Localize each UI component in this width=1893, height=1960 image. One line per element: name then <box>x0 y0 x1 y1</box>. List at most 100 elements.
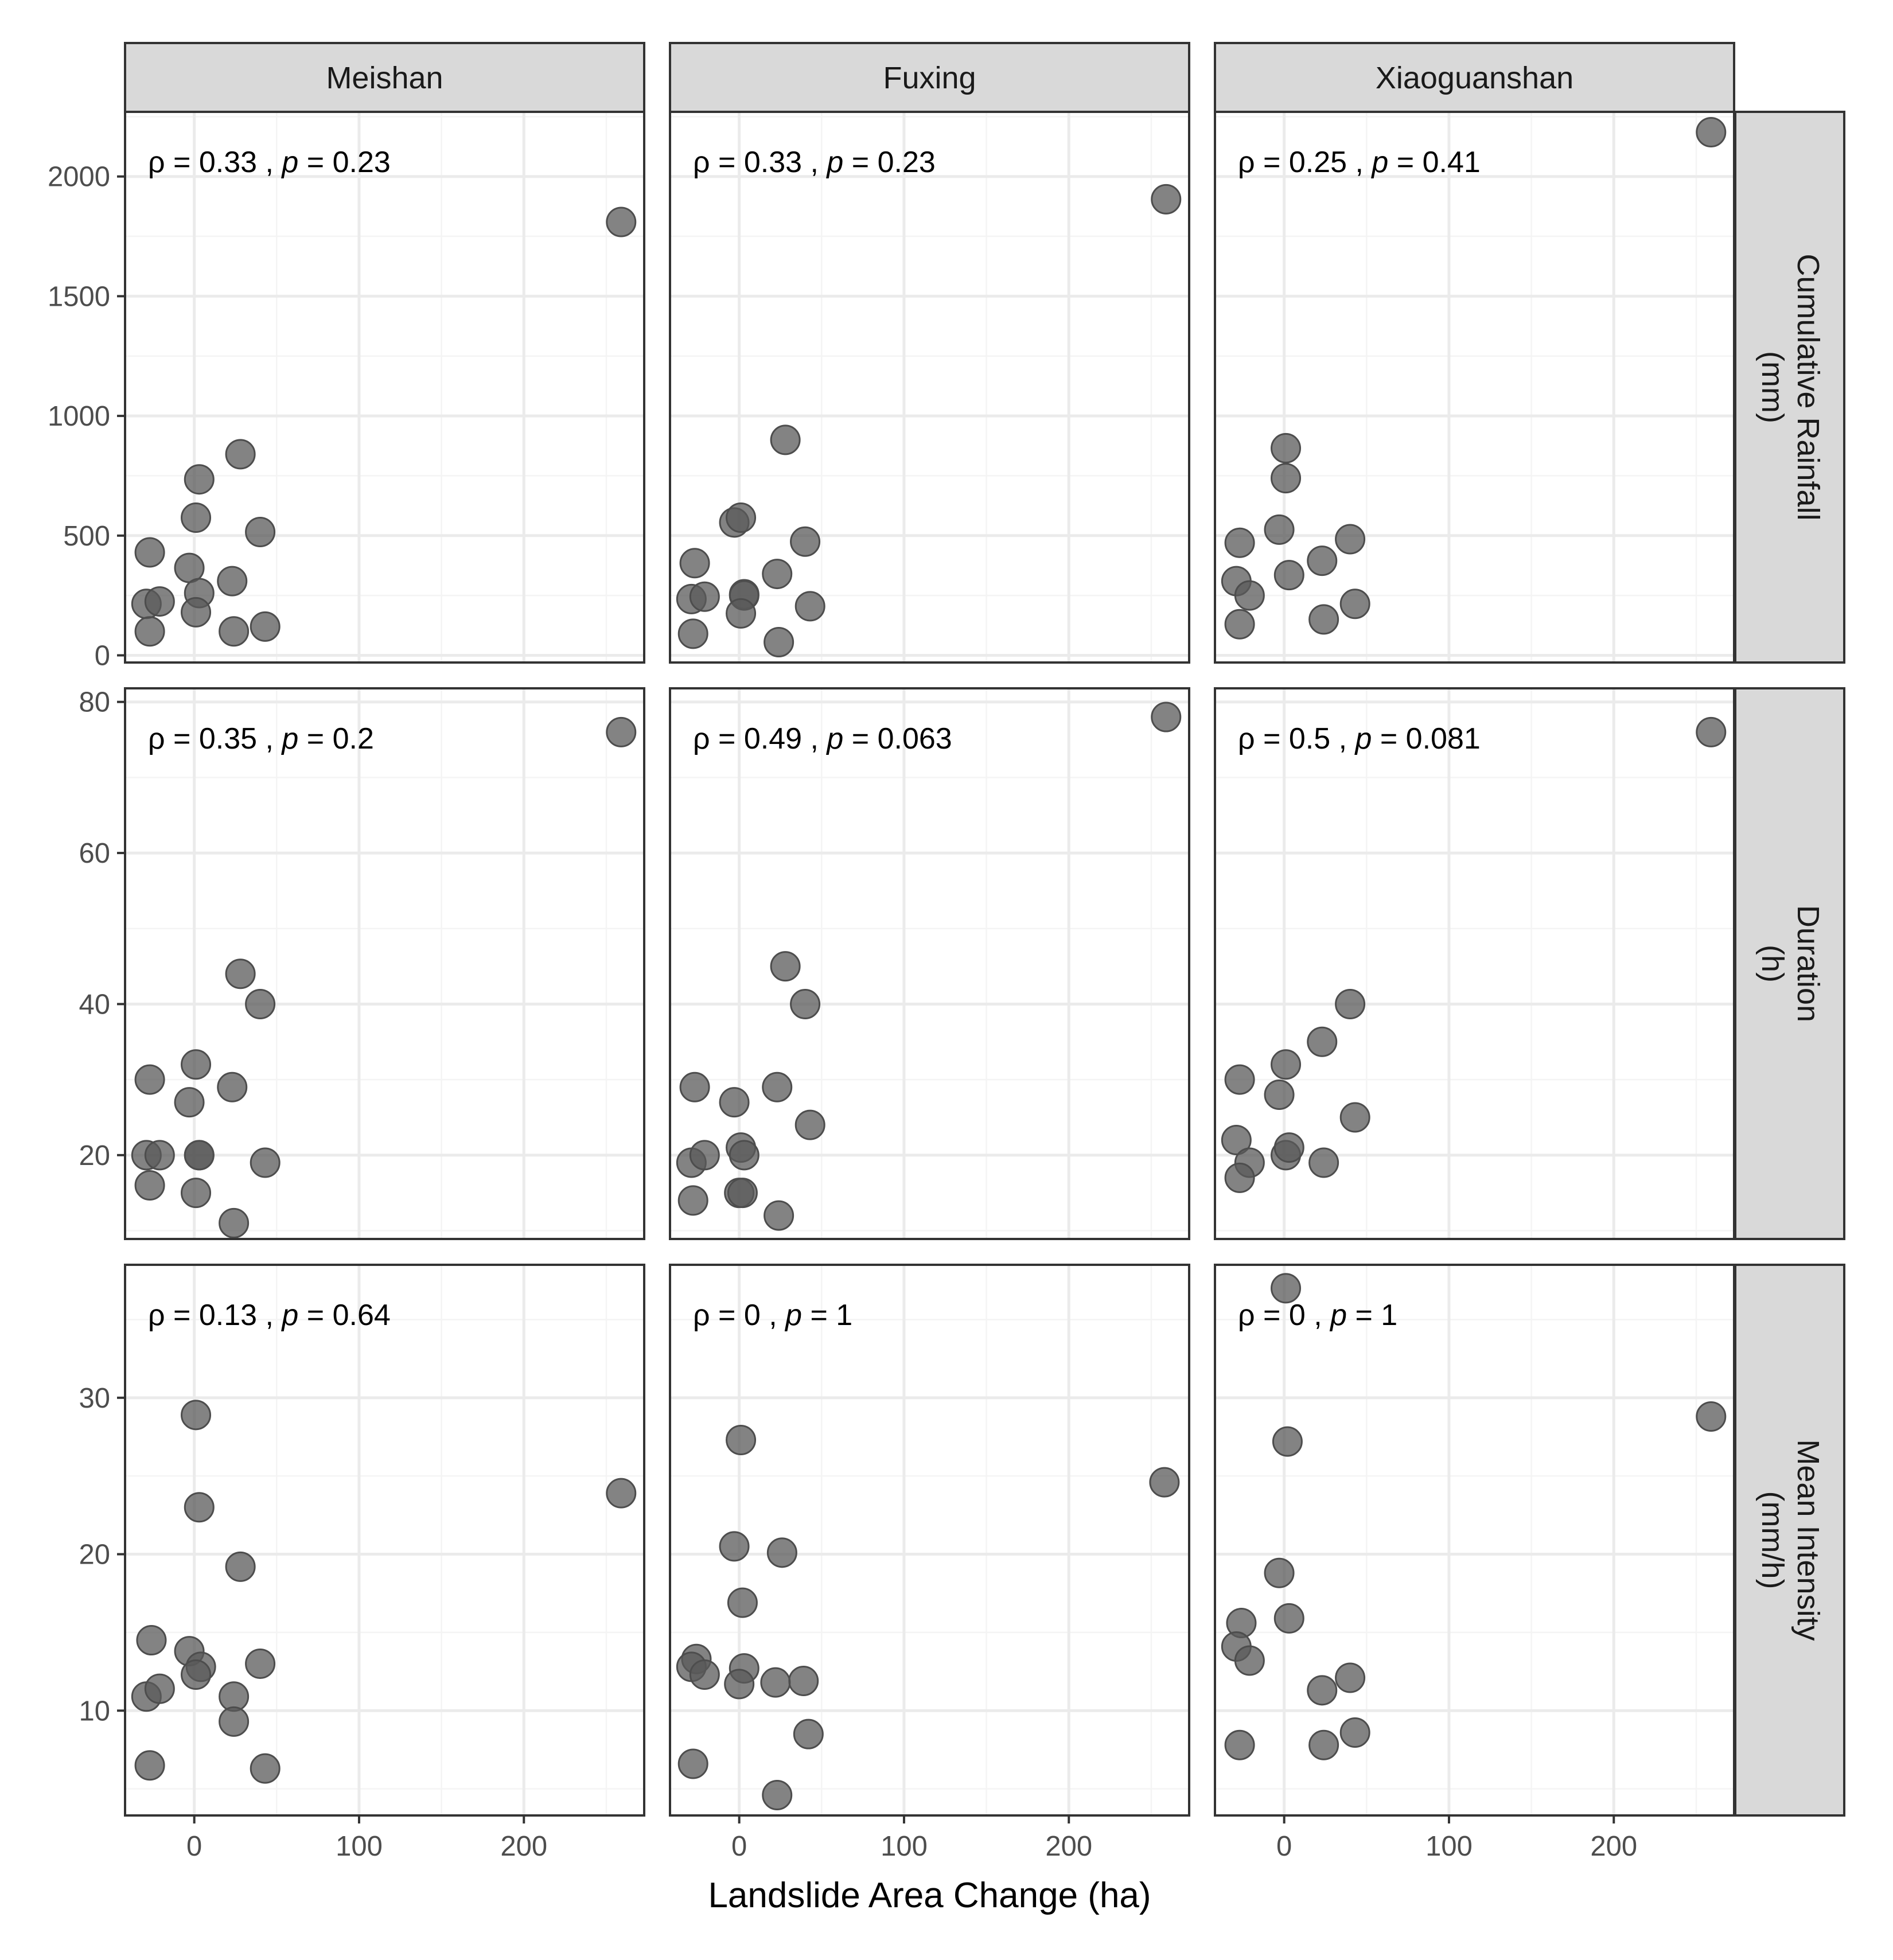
data-point <box>606 716 637 747</box>
data-point <box>788 1665 819 1696</box>
row-strip <box>1734 111 1845 664</box>
data-point <box>766 1537 797 1568</box>
data-point <box>677 1748 708 1779</box>
data-point <box>184 464 215 495</box>
correlation-annotation: ρ = 0.13 , p = 0.64 <box>148 1299 391 1332</box>
data-point <box>1307 1026 1338 1057</box>
data-point <box>1151 702 1182 732</box>
y-tick-label: 10 <box>79 1696 110 1727</box>
data-point <box>724 1669 755 1700</box>
data-point <box>793 1719 824 1749</box>
x-tick-label: 200 <box>1590 1831 1637 1862</box>
data-point <box>1264 514 1295 545</box>
y-tick-label: 1000 <box>48 401 110 432</box>
data-point <box>1335 988 1366 1019</box>
x-axis-title: Landslide Area Change (ha) <box>708 1876 1151 1915</box>
x-tick-label: 200 <box>1045 1831 1092 1862</box>
data-point <box>225 1551 256 1582</box>
data-point <box>250 611 281 642</box>
data-point <box>1234 580 1265 611</box>
data-point <box>184 1492 215 1523</box>
data-point <box>1224 1162 1255 1193</box>
data-point <box>729 1140 759 1171</box>
data-point <box>1234 1645 1265 1676</box>
x-tick-label: 100 <box>881 1831 928 1862</box>
data-point <box>606 1478 637 1509</box>
data-point <box>250 1147 281 1178</box>
data-point <box>181 1659 212 1690</box>
data-point <box>689 1659 720 1690</box>
y-tick-label: 30 <box>79 1383 110 1414</box>
panel-background <box>670 1265 1189 1815</box>
x-tick-label: 0 <box>731 1831 747 1862</box>
data-point <box>1272 1426 1303 1457</box>
panel-background <box>125 112 644 663</box>
data-point <box>726 1424 757 1455</box>
data-point <box>219 1207 250 1238</box>
data-point <box>174 1087 205 1118</box>
data-point <box>762 559 793 590</box>
data-point <box>136 1625 167 1656</box>
data-point <box>770 424 801 455</box>
data-point <box>1273 1132 1304 1163</box>
x-tick-label: 100 <box>1425 1831 1473 1862</box>
data-point <box>1271 1049 1302 1080</box>
correlation-annotation: ρ = 0.25 , p = 0.41 <box>1238 146 1481 179</box>
correlation-annotation: ρ = 0.35 , p = 0.2 <box>148 722 374 755</box>
data-point <box>1307 1675 1338 1706</box>
data-point <box>134 1170 165 1201</box>
data-point <box>1307 545 1338 576</box>
correlation-annotation: ρ = 0.33 , p = 0.23 <box>693 146 936 179</box>
panel-border <box>124 687 645 1240</box>
correlation-annotation: ρ = 0.33 , p = 0.23 <box>148 146 391 179</box>
data-point <box>225 958 256 989</box>
correlation-annotation: ρ = 0 , p = 1 <box>693 1299 852 1332</box>
column-strip <box>124 42 645 113</box>
data-point <box>1271 432 1302 463</box>
data-point <box>1335 1662 1366 1693</box>
data-point <box>134 537 165 568</box>
row-strip <box>1734 687 1845 1240</box>
data-point <box>726 502 757 533</box>
column-strip-label: Meishan <box>326 61 443 95</box>
data-point <box>181 1049 212 1080</box>
data-point <box>134 1064 165 1095</box>
x-tick-label: 100 <box>336 1831 383 1862</box>
data-point <box>181 597 212 628</box>
data-point <box>677 618 708 649</box>
data-point <box>689 1140 720 1171</box>
data-point <box>727 1587 758 1618</box>
data-point <box>245 517 276 548</box>
data-point <box>219 616 250 647</box>
correlation-annotation: ρ = 0.49 , p = 0.063 <box>693 722 952 755</box>
data-point <box>764 627 794 658</box>
data-point <box>726 598 757 629</box>
data-point <box>1224 1064 1255 1095</box>
data-point <box>1696 1401 1727 1432</box>
y-tick-label: 20 <box>79 1540 110 1571</box>
x-tick-label: 200 <box>500 1831 547 1862</box>
data-point <box>144 1140 175 1171</box>
data-point <box>679 1071 710 1102</box>
data-point <box>1151 184 1182 215</box>
data-point <box>245 1648 276 1679</box>
column-strip-label: Fuxing <box>883 61 976 95</box>
panel-background <box>125 1265 644 1815</box>
data-point <box>1339 1102 1370 1133</box>
data-point <box>719 1087 750 1118</box>
x-tick-label: 0 <box>186 1831 202 1862</box>
data-point <box>1335 524 1366 555</box>
panel-background <box>1215 1265 1734 1815</box>
y-tick-label: 20 <box>79 1140 110 1171</box>
data-point <box>677 1185 708 1216</box>
data-point <box>181 1400 212 1431</box>
panel-border <box>669 1264 1190 1817</box>
data-point <box>1224 1729 1255 1760</box>
row-strip-label: Cumulative Rainfall(mm) <box>1755 254 1825 520</box>
data-point <box>764 1200 794 1231</box>
data-point <box>1308 1729 1339 1760</box>
data-point <box>1696 716 1727 747</box>
data-point <box>250 1753 281 1784</box>
data-point <box>770 951 801 982</box>
